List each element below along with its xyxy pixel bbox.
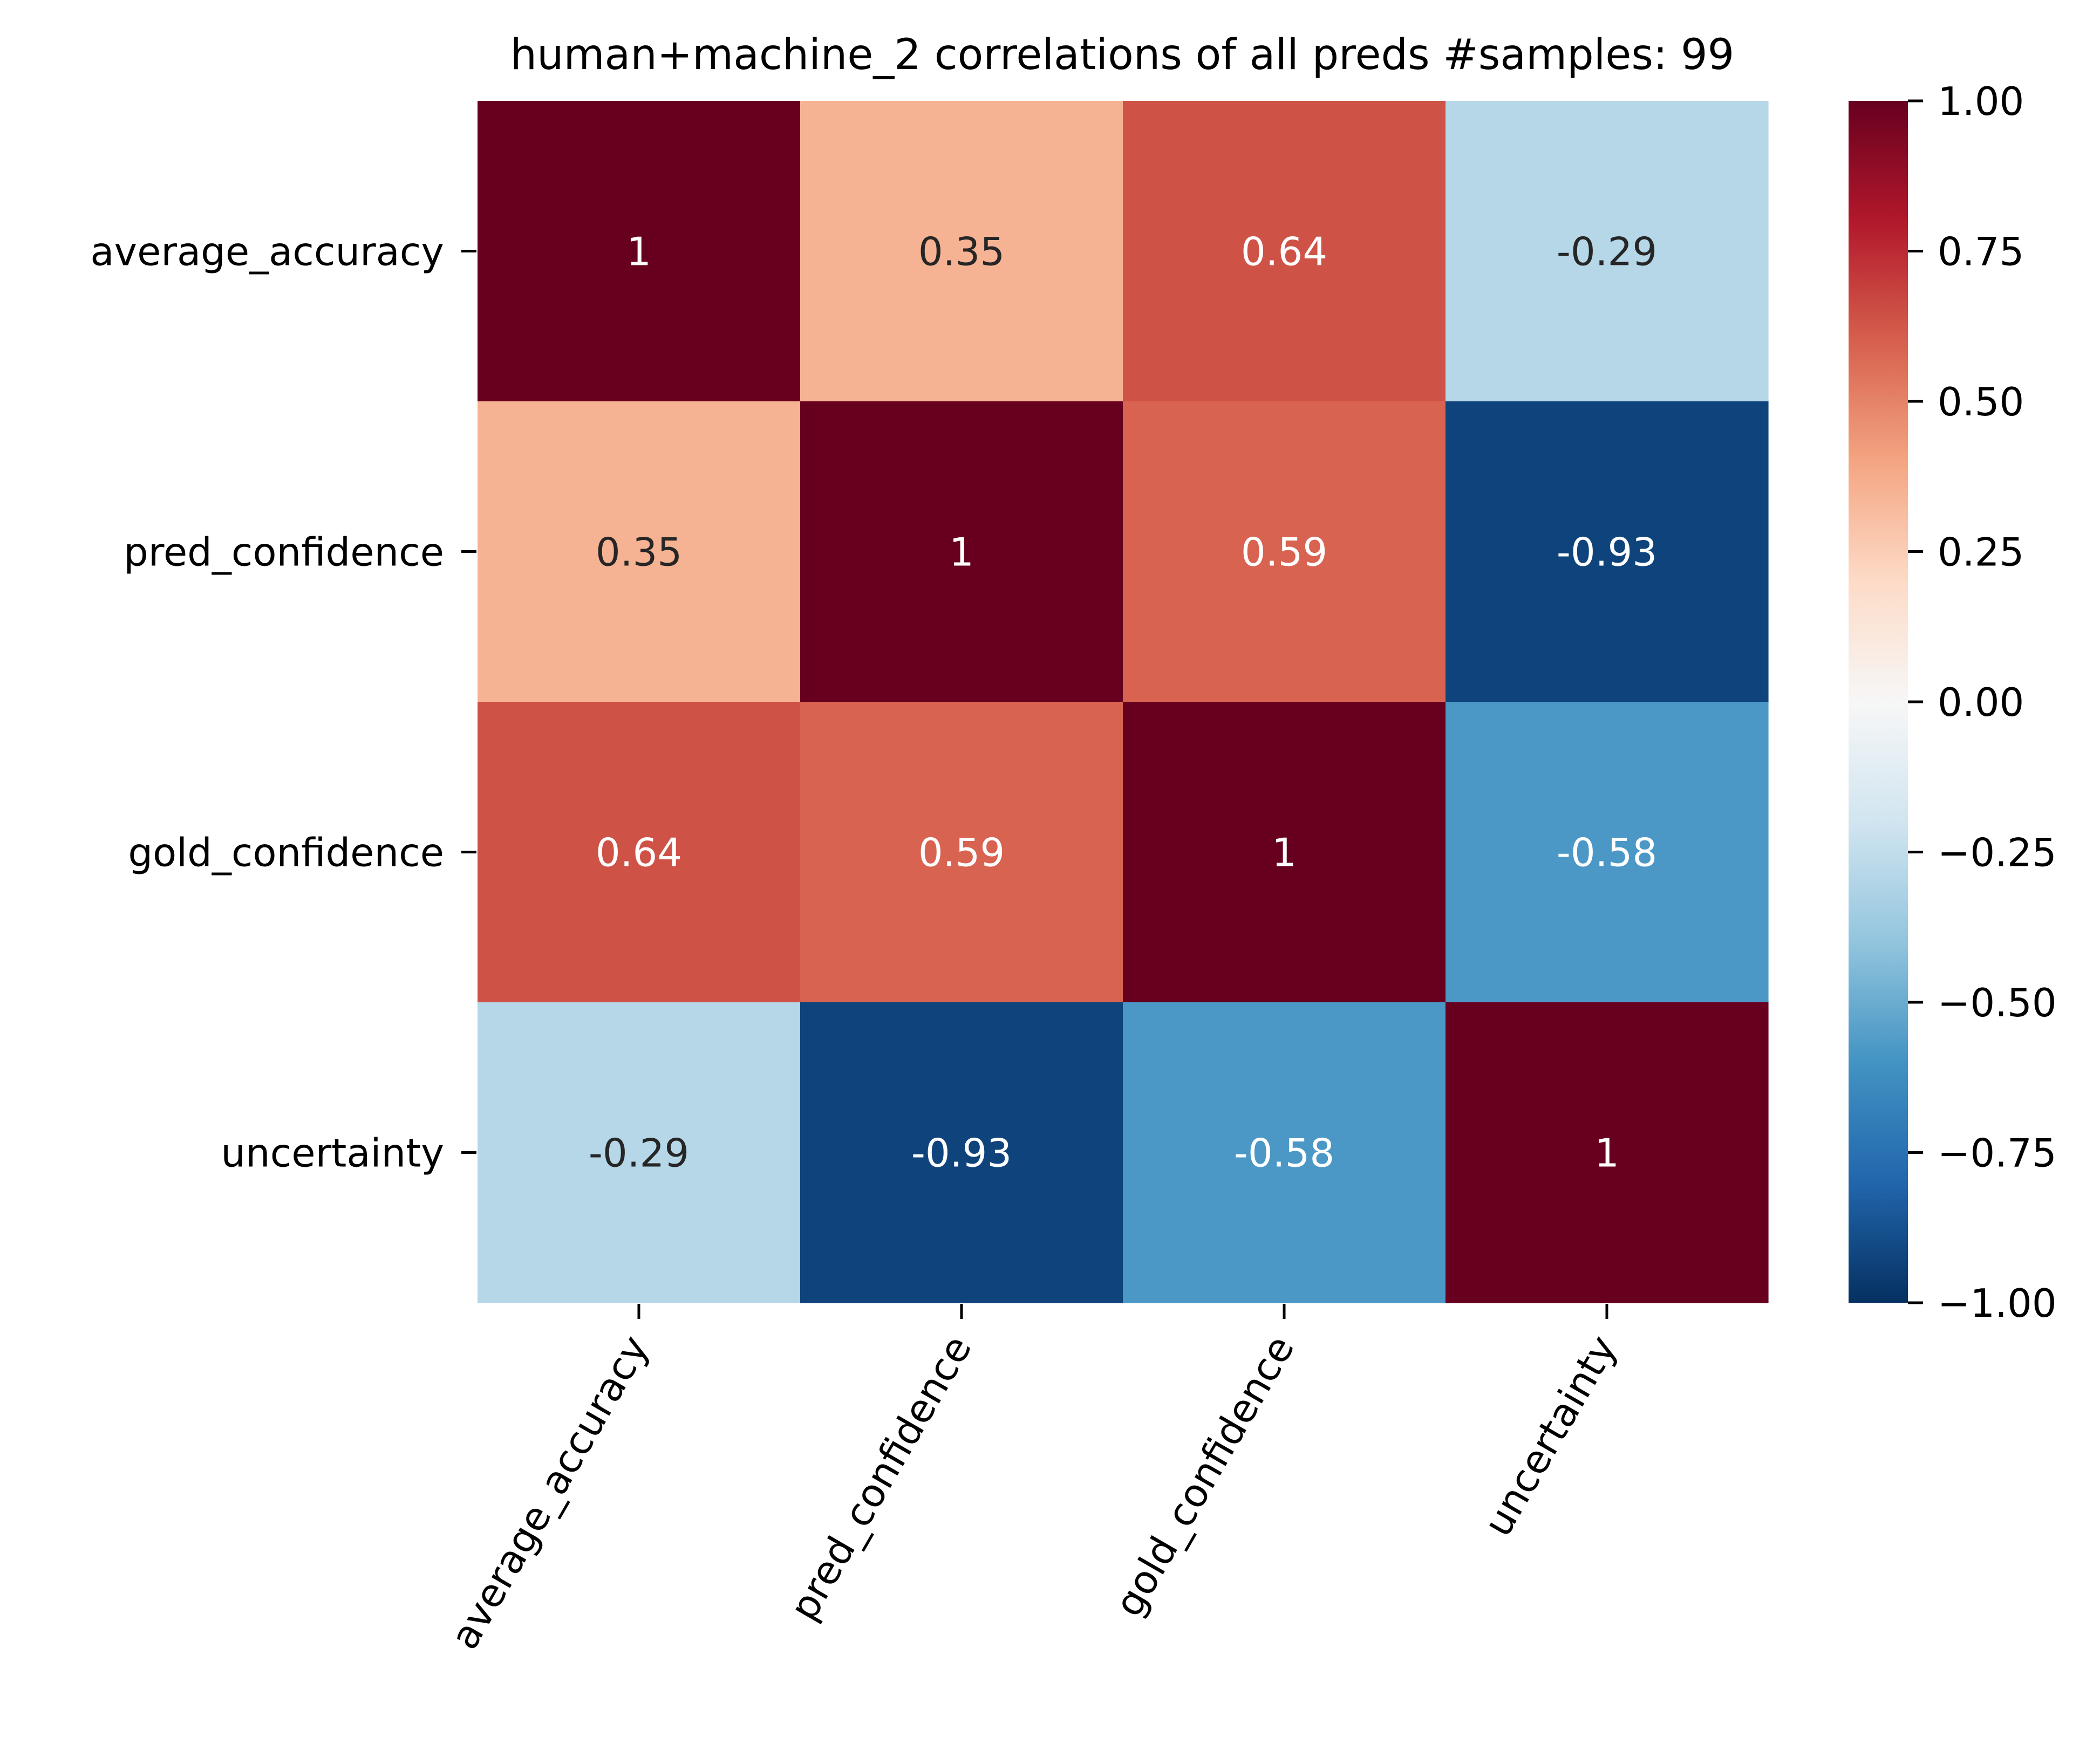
colorbar-tick-label: 0.75 xyxy=(1938,229,2024,275)
colorbar-tick-label: −0.75 xyxy=(1938,1131,2057,1176)
heatmap-cell xyxy=(1446,401,1769,702)
row-label: uncertainty xyxy=(221,1131,444,1176)
cell-annotation: 0.35 xyxy=(596,530,682,575)
heatmap-cell xyxy=(1446,702,1769,1003)
heatmap-cell xyxy=(478,1002,801,1303)
cell-annotation: -0.58 xyxy=(1234,1131,1334,1176)
heatmap-cell xyxy=(1123,702,1446,1003)
cell-annotation: 0.59 xyxy=(918,830,1005,876)
cell-annotation: 1 xyxy=(1594,1131,1619,1176)
colorbar-tick-label: 1.00 xyxy=(1938,79,2024,124)
colorbar: 1.00 0.75 0.50 0.25 0.00 −0.25 −0.50 −0.75 −1.00 xyxy=(1849,79,2057,1326)
heatmap-cell xyxy=(1446,101,1769,402)
row-axis: average_accuracy pred_confidence gold_conf… xyxy=(90,229,476,1176)
row-label: pred_confidence xyxy=(124,530,444,575)
heatmap-cell xyxy=(800,101,1123,402)
cell-annotation: 0.59 xyxy=(1241,530,1327,575)
cell-annotation: 0.64 xyxy=(1241,229,1327,275)
cell-annotation: 0.35 xyxy=(918,229,1005,275)
chart-title: human+machine_2 correlations of all pred… xyxy=(510,31,1735,79)
colorbar-tick-label: −1.00 xyxy=(1938,1281,2057,1326)
heatmap-cell xyxy=(800,1002,1123,1303)
heatmap-cell xyxy=(1123,101,1446,402)
heatmap-cell xyxy=(1446,1002,1769,1303)
row-label: gold_confidence xyxy=(128,830,444,876)
cell-annotation: 1 xyxy=(626,229,651,275)
colorbar-tick-label: 0.00 xyxy=(1938,680,2024,725)
heatmap-cells: 1 0.35 0.64 -0.29 0.35 1 0.59 -0.93 0.64 0.59 1 -0.… xyxy=(478,101,1769,1303)
heatmap-cell xyxy=(1123,1002,1446,1303)
cell-annotation: 1 xyxy=(1272,830,1297,876)
colorbar-tick-label: −0.25 xyxy=(1938,830,2057,876)
heatmap-cell xyxy=(478,702,801,1003)
cell-annotation: 1 xyxy=(949,530,974,575)
heatmap-cell xyxy=(478,401,801,702)
cell-annotation: -0.93 xyxy=(1557,530,1657,575)
colorbar-tick-label: 0.25 xyxy=(1938,530,2024,575)
colorbar-tick-label: −0.50 xyxy=(1938,980,2057,1025)
colorbar-tick-label: 0.50 xyxy=(1938,379,2024,425)
cell-annotation: -0.29 xyxy=(589,1131,689,1176)
cell-annotation: -0.93 xyxy=(911,1131,1012,1176)
cell-annotation: 0.64 xyxy=(596,830,682,876)
heatmap-cell xyxy=(800,702,1123,1003)
heatmap-cell xyxy=(478,101,801,402)
colorbar-gradient xyxy=(1849,101,1908,1303)
cell-annotation: -0.58 xyxy=(1557,830,1657,876)
row-label: average_accuracy xyxy=(90,229,444,275)
heatmap-cell xyxy=(800,401,1123,702)
heatmap-cell xyxy=(1123,401,1446,702)
cell-annotation: -0.29 xyxy=(1557,229,1657,275)
